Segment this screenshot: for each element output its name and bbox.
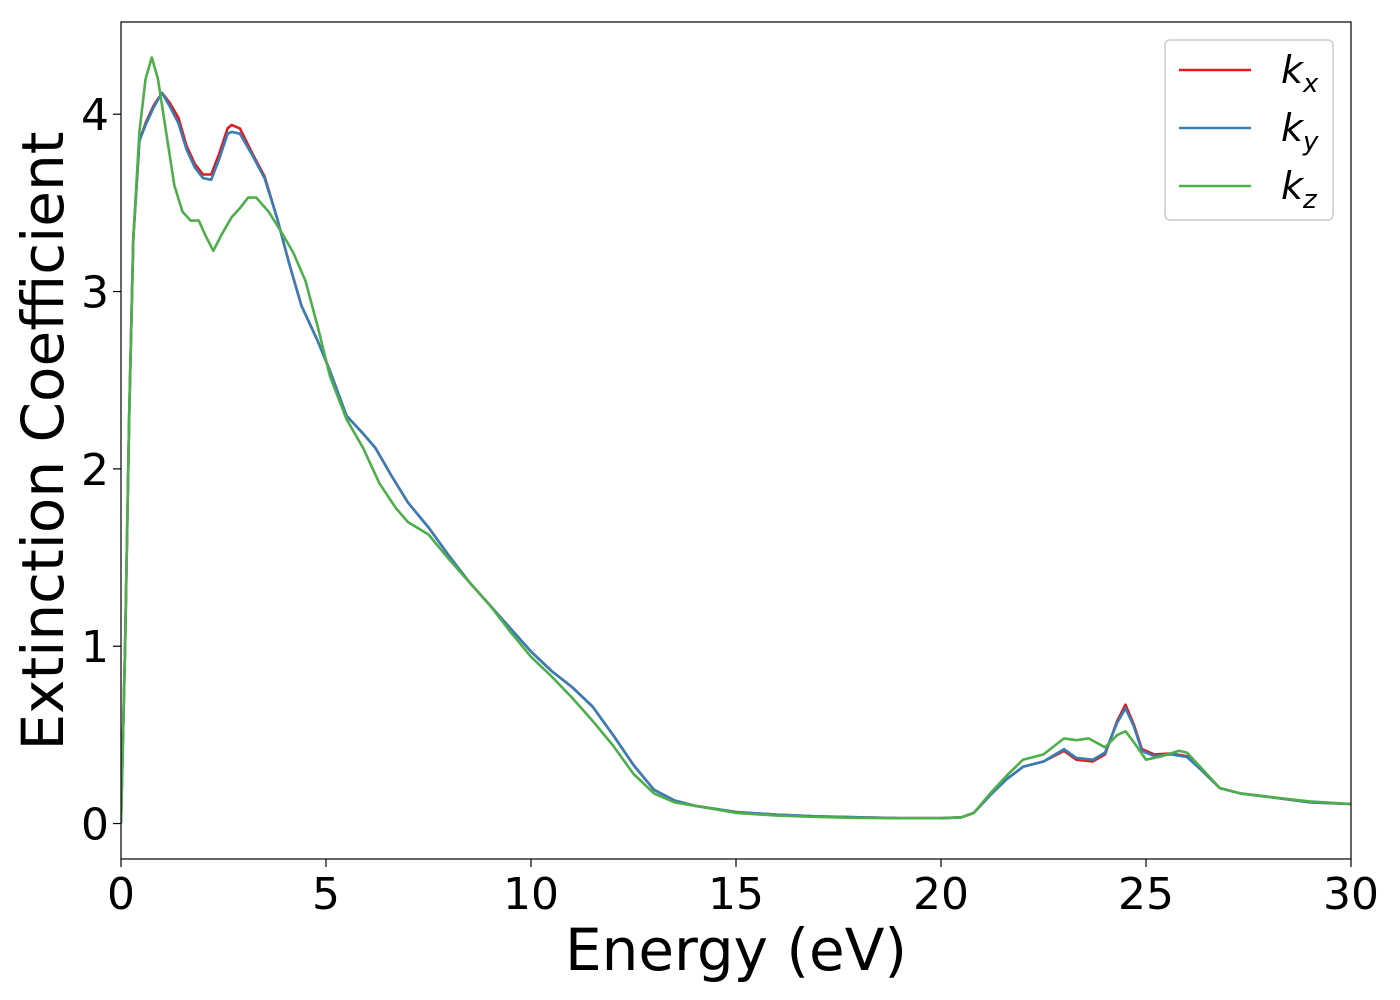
y-tick-label: 1 [81, 622, 109, 673]
x-tick-label: 30 [1323, 869, 1379, 920]
y-axis-title: Extinction Coefficient [9, 132, 77, 751]
y-tick-label: 2 [81, 445, 109, 496]
x-tick-label: 5 [312, 869, 340, 920]
x-tick-label: 0 [107, 869, 135, 920]
y-tick-label: 4 [81, 90, 109, 141]
x-tick-label: 20 [913, 869, 969, 920]
plot-area [121, 56, 1351, 824]
axes: 0 5 10 15 20 25 30 0 1 2 3 4 [81, 21, 1379, 920]
legend-label-ky: ky [1281, 106, 1319, 157]
y-tick-label: 0 [81, 800, 109, 851]
series-line-ky [121, 91, 1351, 824]
legend-label-kx: kx [1281, 48, 1319, 99]
legend-label-kz: kz [1281, 164, 1318, 215]
x-axis-title: Energy (eV) [565, 916, 907, 984]
legend: kx ky kz [1164, 39, 1334, 221]
series-line-kz [121, 56, 1351, 824]
legend-box [1164, 39, 1334, 221]
y-tick-label: 3 [81, 268, 109, 319]
x-tick-label: 10 [503, 869, 559, 920]
x-tick-label: 15 [708, 869, 764, 920]
x-tick-label: 25 [1118, 869, 1174, 920]
